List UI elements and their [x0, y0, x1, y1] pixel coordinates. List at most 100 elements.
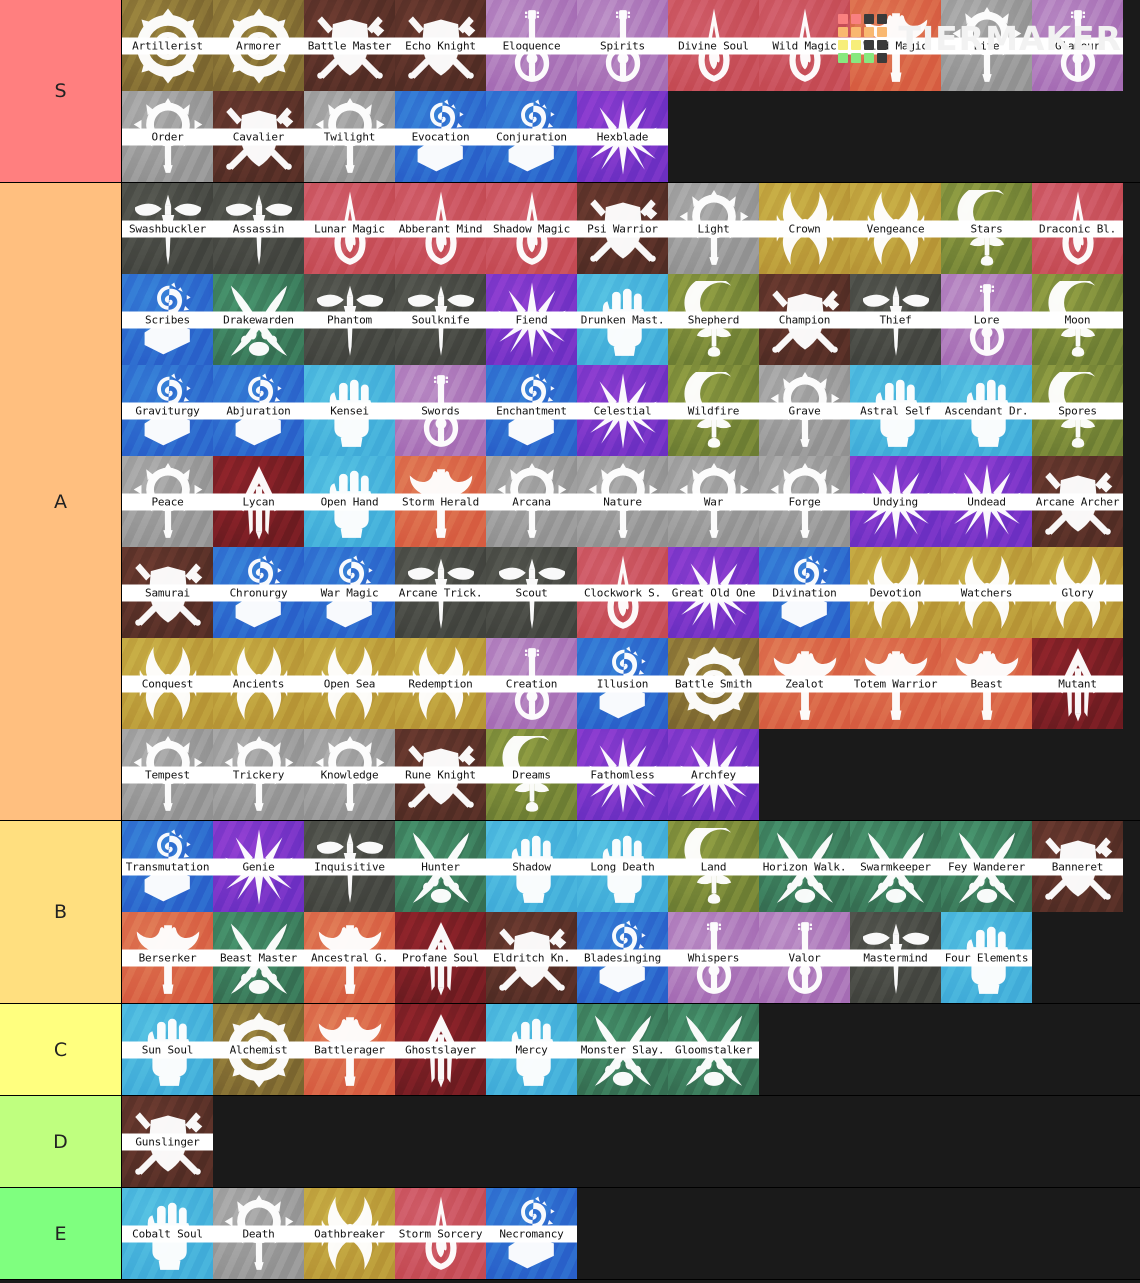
tier-item[interactable]: Rune Knight: [395, 729, 486, 820]
tier-item[interactable]: Lycan: [213, 456, 304, 547]
tier-item[interactable]: Grave: [759, 365, 850, 456]
tier-item[interactable]: Peace: [122, 456, 213, 547]
tier-item[interactable]: Death: [213, 1188, 304, 1279]
tier-label-c[interactable]: C: [0, 1004, 122, 1095]
tier-item[interactable]: Draconic Bl.: [1032, 183, 1123, 274]
tier-item[interactable]: Shadow: [486, 821, 577, 912]
tier-item[interactable]: Lunar Magic: [304, 183, 395, 274]
tier-item[interactable]: Graviturgy: [122, 365, 213, 456]
tier-item[interactable]: Mercy: [486, 1004, 577, 1095]
tier-item[interactable]: Enchantment: [486, 365, 577, 456]
tier-item[interactable]: War Magic: [304, 547, 395, 638]
tier-item[interactable]: Devotion: [850, 547, 941, 638]
tier-item[interactable]: Shepherd: [668, 274, 759, 365]
tier-item[interactable]: Arcane Trick.: [395, 547, 486, 638]
tier-item[interactable]: Horizon Walk.: [759, 821, 850, 912]
tier-item[interactable]: Soulknife: [395, 274, 486, 365]
tier-item[interactable]: Glory: [1032, 547, 1123, 638]
tier-item[interactable]: Arcana: [486, 456, 577, 547]
tier-label-a[interactable]: A: [0, 183, 122, 820]
tier-item[interactable]: Evocation: [395, 91, 486, 182]
tier-item[interactable]: Oathbreaker: [304, 1188, 395, 1279]
tier-item[interactable]: Necromancy: [486, 1188, 577, 1279]
tier-item[interactable]: Dreams: [486, 729, 577, 820]
tier-item[interactable]: Vengeance: [850, 183, 941, 274]
tier-item[interactable]: Wild Magic: [759, 0, 850, 91]
tier-item[interactable]: Scout: [486, 547, 577, 638]
tier-item[interactable]: Armorer: [213, 0, 304, 91]
tier-item[interactable]: Genie: [213, 821, 304, 912]
tier-item[interactable]: Divine Soul: [668, 0, 759, 91]
tier-item[interactable]: Hunter: [395, 821, 486, 912]
tier-item[interactable]: Land: [668, 821, 759, 912]
tier-item[interactable]: Forge: [759, 456, 850, 547]
tier-item[interactable]: Battlerager: [304, 1004, 395, 1095]
tier-item[interactable]: Scribes: [122, 274, 213, 365]
tier-item[interactable]: Arcane Archer: [1032, 456, 1123, 547]
tier-item[interactable]: Gunslinger: [122, 1096, 213, 1187]
tier-item[interactable]: Conquest: [122, 638, 213, 729]
tier-item[interactable]: Fey Wanderer: [941, 821, 1032, 912]
tier-item[interactable]: Conjuration: [486, 91, 577, 182]
tier-item[interactable]: Spores: [1032, 365, 1123, 456]
tier-item[interactable]: Gloomstalker: [668, 1004, 759, 1095]
tier-item[interactable]: Kensei: [304, 365, 395, 456]
tier-label-b[interactable]: B: [0, 821, 122, 1003]
tier-item[interactable]: Drakewarden: [213, 274, 304, 365]
tier-item[interactable]: Abberant Mind: [395, 183, 486, 274]
tier-item[interactable]: Fathomless: [577, 729, 668, 820]
tier-item[interactable]: Nature: [577, 456, 668, 547]
tier-item[interactable]: Cavalier: [213, 91, 304, 182]
tier-item[interactable]: Life: [941, 0, 1032, 91]
tier-item[interactable]: Watchers: [941, 547, 1032, 638]
tier-item[interactable]: Swarmkeeper: [850, 821, 941, 912]
tier-item[interactable]: Echo Knight: [395, 0, 486, 91]
tier-item[interactable]: Phantom: [304, 274, 395, 365]
tier-item[interactable]: Wildfire: [668, 365, 759, 456]
tier-item[interactable]: Battle Smith: [668, 638, 759, 729]
tier-item[interactable]: Inquisitive: [304, 821, 395, 912]
tier-item[interactable]: Transmutation: [122, 821, 213, 912]
tier-item[interactable]: Fiend: [486, 274, 577, 365]
tier-item[interactable]: Champion: [759, 274, 850, 365]
tier-item[interactable]: Celestial: [577, 365, 668, 456]
tier-item[interactable]: Ancients: [213, 638, 304, 729]
tier-item[interactable]: Creation: [486, 638, 577, 729]
tier-item[interactable]: Archfey: [668, 729, 759, 820]
tier-item[interactable]: Tempest: [122, 729, 213, 820]
tier-item[interactable]: Open Hand: [304, 456, 395, 547]
tier-item[interactable]: Berserker: [122, 912, 213, 1003]
tier-item[interactable]: Cobalt Soul: [122, 1188, 213, 1279]
tier-item[interactable]: Thief: [850, 274, 941, 365]
tier-item[interactable]: Swords: [395, 365, 486, 456]
tier-item[interactable]: Ancestral G.: [304, 912, 395, 1003]
tier-item[interactable]: Swashbuckler: [122, 183, 213, 274]
tier-item[interactable]: Monster Slay.: [577, 1004, 668, 1095]
tier-item[interactable]: Zealot: [759, 638, 850, 729]
tier-item[interactable]: Shadow Magic: [486, 183, 577, 274]
tier-item[interactable]: Alchemist: [213, 1004, 304, 1095]
tier-item[interactable]: Moon: [1032, 274, 1123, 365]
tier-item[interactable]: Order: [122, 91, 213, 182]
tier-item[interactable]: Knowledge: [304, 729, 395, 820]
tier-item[interactable]: Profane Soul: [395, 912, 486, 1003]
tier-item[interactable]: Sun Soul: [122, 1004, 213, 1095]
tier-item[interactable]: Hexblade: [577, 91, 668, 182]
tier-item[interactable]: War: [668, 456, 759, 547]
tier-label-e[interactable]: E: [0, 1188, 122, 1279]
tier-item[interactable]: Battle Master: [304, 0, 395, 91]
tier-item[interactable]: Trickery: [213, 729, 304, 820]
tier-item[interactable]: Clockwork S.: [577, 547, 668, 638]
tier-item[interactable]: Mutant: [1032, 638, 1123, 729]
tier-item[interactable]: Chronurgy: [213, 547, 304, 638]
tier-item[interactable]: Psi Warrior: [577, 183, 668, 274]
tier-label-d[interactable]: D: [0, 1096, 122, 1187]
tier-item[interactable]: Totem Warrior: [850, 638, 941, 729]
tier-item[interactable]: Spirits: [577, 0, 668, 91]
tier-item[interactable]: Undead: [941, 456, 1032, 547]
tier-item[interactable]: Whispers: [668, 912, 759, 1003]
tier-item[interactable]: Bladesinging: [577, 912, 668, 1003]
tier-item[interactable]: Artillerist: [122, 0, 213, 91]
tier-item[interactable]: Astral Self: [850, 365, 941, 456]
tier-item[interactable]: Four Elements: [941, 912, 1032, 1003]
